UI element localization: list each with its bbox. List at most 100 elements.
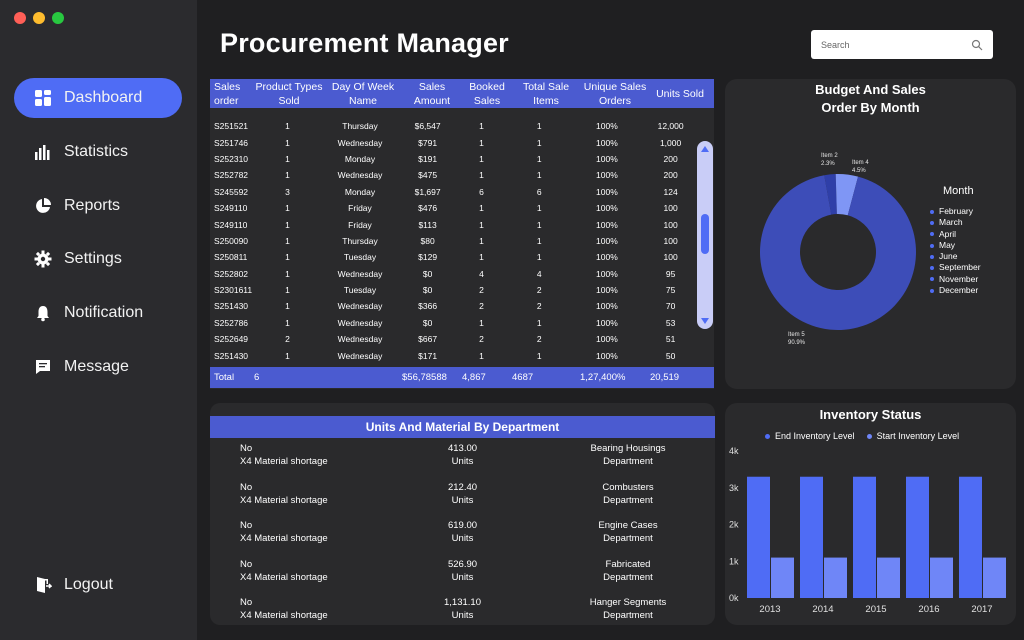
table-cell: 1 (536, 153, 542, 164)
table-cell: 100% (596, 317, 618, 328)
table-row[interactable]: S252786 1 Wednesday $0 1 1 100% 53 (210, 315, 700, 331)
column-header[interactable]: Sales order (214, 80, 241, 107)
legend-item[interactable]: February (930, 206, 981, 217)
scroll-down-arrow-icon[interactable] (701, 318, 709, 324)
column-header[interactable]: Booked Sales (469, 80, 505, 107)
scroll-thumb[interactable] (701, 214, 709, 254)
maximize-window-button[interactable] (52, 12, 64, 24)
table-cell: 100% (596, 203, 618, 214)
table-cell: 2 (285, 334, 290, 345)
legend-item[interactable]: May (930, 240, 981, 251)
legend-dot-icon (930, 232, 934, 237)
table-row[interactable]: S252782 1 Wednesday $475 1 1 100% 200 (210, 167, 700, 183)
donut-slice-item-2[interactable] (824, 174, 837, 215)
list-item[interactable]: No X4 Material shortage 212.40 Units Combust… (210, 481, 715, 511)
list-item[interactable]: No X4 Material shortage 1,131.10 Units Hange… (210, 596, 715, 625)
table-scrollbar[interactable] (697, 141, 713, 329)
scroll-up-arrow-icon[interactable] (701, 146, 709, 152)
table-cell: 1 (536, 137, 542, 148)
column-header[interactable]: Units Sold (656, 87, 704, 100)
donut-chart: Item 2 2.3% Item 4 4.5% Item 5 90.9% (760, 153, 916, 346)
table-row[interactable]: S251430 1 Wednesday $366 2 2 100% 70 (210, 298, 700, 314)
search-input[interactable] (821, 39, 971, 50)
sales-table: Sales order Product Types Sold Day Of Week… (210, 79, 714, 389)
item4-label: Item 4 (852, 160, 869, 166)
table-body: S251521 1 Thursday $6,547 1 1 100% 12,000 S25174… (210, 118, 700, 364)
table-cell: 2 (536, 334, 542, 345)
search-icon[interactable] (971, 39, 983, 51)
list-item[interactable]: No X4 Material shortage 413.00 Units Bearing… (210, 442, 715, 472)
bar-end-2014[interactable] (800, 476, 823, 598)
legend-item[interactable]: March (930, 217, 981, 228)
sidebar-item-message[interactable]: Message (14, 347, 182, 387)
table-row[interactable]: S252802 1 Wednesday $0 4 4 100% 95 (210, 266, 700, 282)
sidebar-item-notification[interactable]: Notification (14, 293, 182, 333)
column-header[interactable]: Unique Sales Orders (583, 80, 647, 107)
bar-start-2014[interactable] (824, 557, 847, 598)
table-cell: 100 (663, 252, 678, 263)
bar-end-2013[interactable] (747, 476, 770, 598)
table-cell: $366 (418, 301, 438, 312)
list-item[interactable]: No X4 Material shortage 619.00 Units Engine … (210, 519, 715, 549)
donut-slice-item-4[interactable] (835, 174, 859, 216)
table-cell: $476 (418, 203, 438, 214)
bar-start-2013[interactable] (771, 557, 794, 598)
table-row[interactable]: S249110 1 Friday $476 1 1 100% 100 (210, 200, 700, 216)
close-window-button[interactable] (14, 12, 26, 24)
sidebar-item-dashboard[interactable]: Dashboard (14, 78, 182, 118)
logout-icon (34, 576, 52, 594)
table-row[interactable]: S251430 1 Wednesday $171 1 1 100% 50 (210, 347, 700, 363)
bar-start-2016[interactable] (930, 557, 953, 598)
column-header[interactable]: Total Sale Items (522, 80, 570, 107)
table-row[interactable]: S250090 1 Thursday $80 1 1 100% 100 (210, 233, 700, 249)
bar-end-2015[interactable] (853, 476, 876, 598)
column-header[interactable]: Product Types Sold (255, 80, 323, 107)
table-cell: Wednesday (337, 350, 383, 361)
bar-start-2015[interactable] (877, 557, 900, 598)
table-row[interactable]: S251746 1 Wednesday $791 1 1 100% 1,000 (210, 134, 700, 150)
table-row[interactable]: S251521 1 Thursday $6,547 1 1 100% 12,000 (210, 118, 700, 134)
logout-button[interactable]: Logout (14, 565, 182, 605)
table-cell: 1 (285, 350, 290, 361)
table-cell: 1 (479, 219, 484, 230)
legend-item[interactable]: November (930, 274, 981, 285)
donut-slice-item-5[interactable] (760, 175, 916, 331)
table-cell: 1 (536, 235, 542, 246)
sidebar-item-statistics[interactable]: Statistics (14, 132, 182, 172)
table-cell: S2301611 (214, 285, 253, 296)
bar-end-2016[interactable] (906, 476, 929, 598)
table-cell: Thursday (342, 121, 378, 132)
table-cell: Wednesday (337, 268, 383, 279)
search-box (811, 30, 993, 59)
legend-item[interactable]: September (930, 262, 981, 273)
legend-item[interactable]: December (930, 285, 981, 296)
minimize-window-button[interactable] (33, 12, 45, 24)
table-cell: S249110 (214, 203, 248, 214)
table-cell: 1 (479, 121, 484, 132)
table-row[interactable]: S252310 1 Monday $191 1 1 100% 200 (210, 151, 700, 167)
sidebar-item-settings[interactable]: Settings (14, 239, 182, 279)
total-cell: 4,867 (462, 372, 486, 383)
column-header[interactable]: Sales Amount (413, 80, 451, 107)
column-header[interactable]: Day Of Week Name (331, 80, 395, 107)
sidebar-item-label: Dashboard (64, 89, 143, 106)
table-row[interactable]: S250811 1 Tuesday $129 1 1 100% 100 (210, 249, 700, 265)
table-row[interactable]: S249110 1 Friday $113 1 1 100% 100 (210, 216, 700, 232)
table-cell: 1 (536, 350, 542, 361)
x-tick-label: 2014 (812, 604, 833, 615)
bar-start-2017[interactable] (983, 557, 1006, 598)
total-cell: 4687 (512, 372, 534, 383)
legend-item[interactable]: June (930, 251, 981, 262)
legend-end-label: End Inventory Level (775, 431, 855, 441)
list-item[interactable]: No X4 Material shortage 526.90 Units Fabrica… (210, 558, 715, 588)
table-row[interactable]: S245592 3 Monday $1,697 6 6 100% 124 (210, 184, 700, 200)
table-cell: 1 (285, 170, 290, 181)
legend-item[interactable]: April (930, 229, 981, 240)
table-cell: 6 (536, 186, 542, 197)
table-row[interactable]: S252649 2 Wednesday $667 2 2 100% 51 (210, 331, 700, 347)
sidebar-item-reports[interactable]: Reports (14, 186, 182, 226)
table-row[interactable]: S2301611 1 Tuesday $0 2 2 100% 75 (210, 282, 700, 298)
x-tick-label: 2016 (918, 604, 939, 615)
bar-end-2017[interactable] (959, 476, 982, 598)
table-cell: 1 (479, 252, 484, 263)
